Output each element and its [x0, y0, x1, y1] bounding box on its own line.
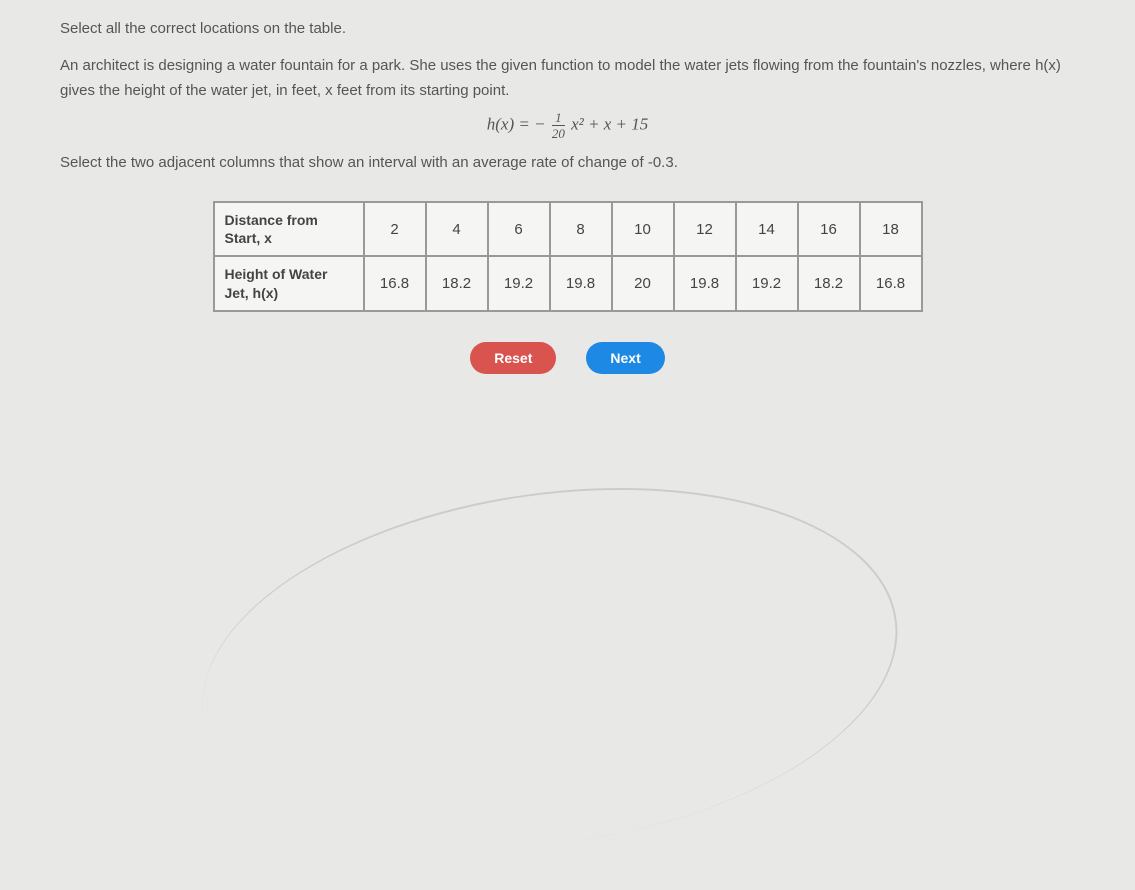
- table-cell[interactable]: 8: [550, 202, 612, 256]
- data-table: Distance from Start, x 2 4 6 8 10 12 14 …: [213, 201, 923, 312]
- formula-display: h(x) = − 1 20 x² + x + 15: [60, 111, 1075, 140]
- table-cell[interactable]: 10: [612, 202, 674, 256]
- formula-fraction: 1 20: [552, 111, 565, 140]
- instruction-text: Select all the correct locations on the …: [60, 20, 1075, 37]
- problem-line-2: gives the height of the water jet, in fe…: [60, 80, 1075, 101]
- table-row-height: Height of Water Jet, h(x) 16.8 18.2 19.2…: [214, 256, 922, 310]
- table-cell[interactable]: 6: [488, 202, 550, 256]
- problem-line-1: An architect is designing a water founta…: [60, 55, 1075, 76]
- decorative-curve: [179, 446, 921, 890]
- formula-plus2: +: [616, 114, 627, 133]
- formula-neg: −: [534, 114, 545, 133]
- row-header-height: Height of Water Jet, h(x): [214, 256, 364, 310]
- table-cell[interactable]: 19.8: [550, 256, 612, 310]
- formula-x2: x²: [571, 114, 584, 133]
- table-cell[interactable]: 18.2: [426, 256, 488, 310]
- next-button[interactable]: Next: [586, 342, 664, 374]
- table-cell[interactable]: 2: [364, 202, 426, 256]
- table-cell[interactable]: 18.2: [798, 256, 860, 310]
- table-cell[interactable]: 16: [798, 202, 860, 256]
- button-row: Reset Next: [60, 342, 1075, 374]
- data-table-container: Distance from Start, x 2 4 6 8 10 12 14 …: [60, 201, 1075, 312]
- table-cell[interactable]: 20: [612, 256, 674, 310]
- row-header-distance: Distance from Start, x: [214, 202, 364, 256]
- fraction-denominator: 20: [552, 126, 565, 140]
- sub-instruction-text: Select the two adjacent columns that sho…: [60, 154, 1075, 171]
- table-cell[interactable]: 19.2: [736, 256, 798, 310]
- formula-lhs: h(x): [487, 114, 514, 133]
- table-cell[interactable]: 18: [860, 202, 922, 256]
- formula-x: x: [604, 114, 612, 133]
- table-cell[interactable]: 19.2: [488, 256, 550, 310]
- reset-button[interactable]: Reset: [470, 342, 556, 374]
- table-cell[interactable]: 4: [426, 202, 488, 256]
- table-row-distance: Distance from Start, x 2 4 6 8 10 12 14 …: [214, 202, 922, 256]
- formula-plus1: +: [588, 114, 599, 133]
- table-cell[interactable]: 12: [674, 202, 736, 256]
- fraction-numerator: 1: [552, 111, 565, 126]
- table-cell[interactable]: 14: [736, 202, 798, 256]
- table-cell[interactable]: 16.8: [364, 256, 426, 310]
- formula-eq: =: [518, 114, 529, 133]
- table-cell[interactable]: 16.8: [860, 256, 922, 310]
- formula-const: 15: [631, 114, 648, 133]
- table-cell[interactable]: 19.8: [674, 256, 736, 310]
